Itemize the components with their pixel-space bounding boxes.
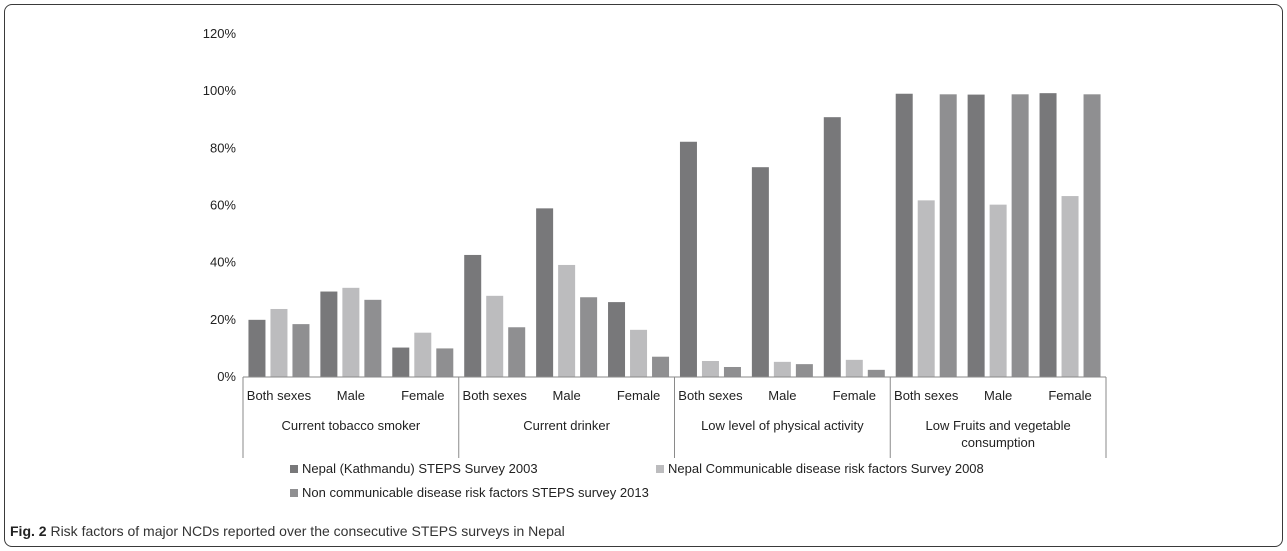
legend-swatch xyxy=(290,489,298,497)
category-label: Male xyxy=(984,388,1012,403)
group-label-line: consumption xyxy=(961,435,1035,450)
group-label-line: Low Fruits and vegetable xyxy=(925,418,1070,433)
y-tick-label: 40% xyxy=(210,255,236,270)
bars xyxy=(248,93,1101,378)
bar-chart: 0% 20% 40% 60% 80% 100% 120% Both sexes Male Fem… xyxy=(203,26,1107,500)
bar xyxy=(751,167,769,377)
legend: Nepal (Kathmandu) STEPS Survey 2003 Nepal… xyxy=(290,461,984,500)
category-label: Both sexes xyxy=(463,388,528,403)
category-label: Female xyxy=(1048,388,1091,403)
legend-label: Nepal Communicable disease risk factors … xyxy=(668,461,984,476)
bar xyxy=(248,319,266,377)
bar xyxy=(464,254,482,377)
y-tick-label: 20% xyxy=(210,312,236,327)
bar xyxy=(364,299,382,377)
legend-swatch xyxy=(290,465,298,473)
bar xyxy=(558,264,576,377)
y-tick-label: 120% xyxy=(203,26,237,41)
bar xyxy=(795,364,813,377)
legend-swatch xyxy=(656,465,664,473)
bar xyxy=(436,348,454,377)
bar xyxy=(270,308,288,377)
bar xyxy=(414,332,432,377)
bar xyxy=(823,117,841,378)
category-label: Female xyxy=(833,388,876,403)
y-tick-label: 60% xyxy=(210,198,236,213)
y-tick-label: 80% xyxy=(210,140,236,155)
bar xyxy=(392,347,410,377)
category-label: Both sexes xyxy=(247,388,312,403)
figure-caption: Fig. 2 Risk factors of major NCDs report… xyxy=(10,523,565,539)
group-labels: Current tobacco smoker Current drinker Low… xyxy=(282,418,1071,450)
group-label: Low level of physical activity xyxy=(701,418,864,433)
caption-label: Fig. 2 xyxy=(10,523,47,539)
bar xyxy=(867,369,885,377)
category-label: Both sexes xyxy=(894,388,959,403)
bar xyxy=(652,356,670,377)
group-label-line: Current drinker xyxy=(523,418,610,433)
bar xyxy=(917,200,935,377)
category-labels: Both sexes Male Female Both sexes Male Female… xyxy=(247,388,1092,403)
legend-label: Nepal (Kathmandu) STEPS Survey 2003 xyxy=(302,461,538,476)
group-label: Current drinker xyxy=(523,418,610,433)
bar xyxy=(723,366,741,377)
figure-frame xyxy=(4,4,1283,547)
bar xyxy=(292,324,310,377)
y-axis-ticks: 0% 20% 40% 60% 80% 100% 120% xyxy=(203,26,237,384)
bar xyxy=(895,93,913,377)
bar xyxy=(320,291,338,377)
bar xyxy=(701,360,719,377)
category-label: Male xyxy=(337,388,365,403)
category-label: Female xyxy=(617,388,660,403)
bar xyxy=(845,359,863,377)
category-label: Male xyxy=(553,388,581,403)
bar xyxy=(508,327,526,377)
bar xyxy=(486,295,504,377)
bar xyxy=(679,141,697,377)
legend-label: Non communicable disease risk factors ST… xyxy=(302,485,649,500)
bar xyxy=(580,297,598,377)
x-axis xyxy=(242,376,1107,458)
bar xyxy=(967,94,985,377)
bar xyxy=(989,204,1007,377)
group-label: Current tobacco smoker xyxy=(282,418,421,433)
group-label-line: Current tobacco smoker xyxy=(282,418,421,433)
bar xyxy=(608,302,626,377)
bar xyxy=(536,208,554,377)
category-label: Both sexes xyxy=(678,388,743,403)
group-label-line: Low level of physical activity xyxy=(701,418,864,433)
bar xyxy=(342,287,360,377)
bar xyxy=(1039,93,1057,377)
bar xyxy=(939,94,957,377)
y-tick-label: 100% xyxy=(203,83,237,98)
caption-text: Risk factors of major NCDs reported over… xyxy=(50,523,565,539)
bar xyxy=(1061,196,1079,377)
category-label: Female xyxy=(401,388,444,403)
bar xyxy=(1011,94,1029,377)
category-label: Male xyxy=(768,388,796,403)
y-tick-label: 0% xyxy=(217,369,236,384)
bar xyxy=(773,361,791,377)
group-label: Low Fruits and vegetable consumption xyxy=(925,418,1070,450)
bar xyxy=(1083,94,1101,377)
bar xyxy=(630,329,648,377)
